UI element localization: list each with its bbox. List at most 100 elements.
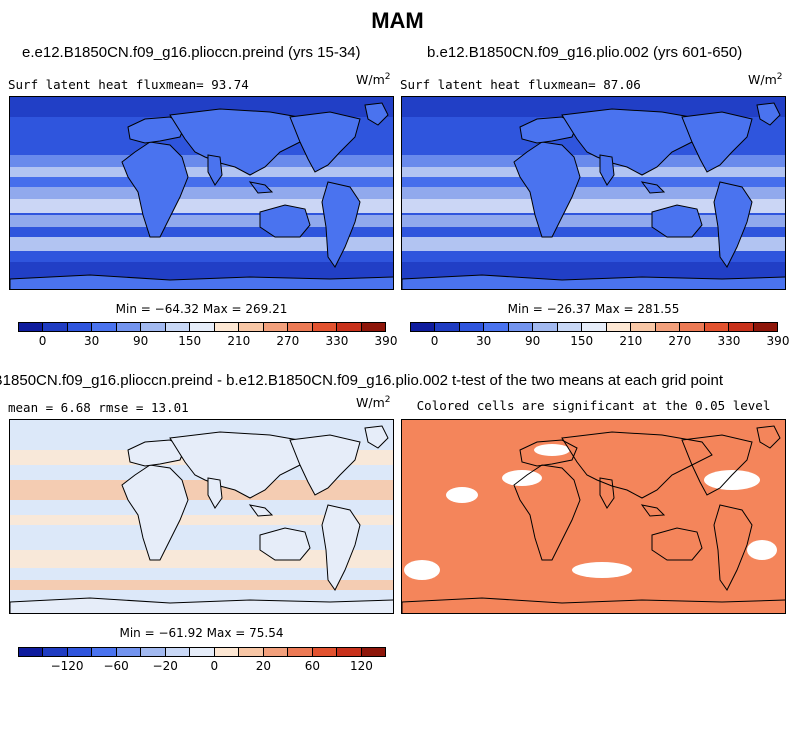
colorbar-swatch — [141, 323, 166, 331]
minmax-bottom-left: Min = −61.92 Max = 75.54 — [119, 626, 284, 640]
field-band — [10, 480, 393, 500]
colorbar-tick-label: −120 — [50, 659, 84, 673]
field-band — [402, 177, 785, 187]
continent-outline — [127, 116, 186, 144]
colorbar-swatch — [92, 323, 117, 331]
continent-outline — [321, 181, 361, 268]
continent-outline — [599, 154, 615, 186]
field-band — [402, 237, 785, 251]
continent-outline — [289, 434, 361, 496]
units-label-top-right: W/m2 — [748, 72, 783, 88]
colorbar-tick-label: 0 — [430, 334, 439, 348]
field-band — [10, 167, 393, 177]
continent-outline — [127, 439, 186, 467]
colorbar-top-right — [410, 322, 778, 332]
colorbar-swatch — [680, 323, 705, 331]
colorbar-swatch — [43, 323, 68, 331]
minmax-top-left: Min = −64.32 Max = 269.21 — [115, 302, 288, 316]
colorbar-tick-label: 330 — [325, 334, 349, 348]
insignificant-region — [704, 470, 760, 490]
continent-outline — [519, 439, 578, 467]
colorbar-swatch — [214, 648, 240, 656]
panel-subtitle-bottom-right: Colored cells are significant at the 0.0… — [416, 398, 771, 413]
colorbar-swatch — [19, 648, 44, 656]
map-svg — [10, 97, 393, 289]
field-band — [402, 155, 785, 167]
colorbar-swatch — [67, 323, 93, 331]
colorbar-tick-label: 270 — [276, 334, 300, 348]
field-band — [402, 187, 785, 199]
continent-outline — [248, 181, 274, 194]
colorbar-tick-label: 270 — [668, 334, 692, 348]
colorbar-swatch — [337, 323, 362, 331]
colorbar-swatch — [214, 323, 240, 331]
continent-outline — [513, 464, 581, 561]
colorbar-tick-label: 20 — [255, 659, 271, 673]
colorbar-tick-label: 390 — [766, 334, 790, 348]
colorbar-tick-label: 30 — [83, 334, 100, 348]
panel-subtitle-top-left: Surf latent heat fluxmean= 93.74 — [8, 77, 249, 92]
continent-outline — [169, 431, 321, 499]
colorbar-tick-label: 210 — [227, 334, 251, 348]
colorbar-swatch — [312, 323, 338, 331]
continent-outline — [10, 274, 393, 289]
colorbar-ticks-top-right: 0 30 90 150 210 270 330 390 — [410, 334, 790, 350]
colorbar-swatch — [239, 323, 264, 331]
units-label-bottom-left: W/m2 — [356, 395, 391, 411]
colorbar-top-left — [18, 322, 386, 332]
colorbar-swatch — [288, 648, 313, 656]
colorbar-tick-label: 210 — [619, 334, 643, 348]
panel-title-top-left: e.e12.B1850CN.f09_g16.plioccn.preind (yr… — [22, 44, 361, 61]
colorbar-swatch — [165, 323, 191, 331]
continent-outline — [321, 504, 361, 591]
colorbar-swatch — [361, 323, 386, 331]
field-band — [402, 167, 785, 177]
continent-outline — [713, 504, 753, 591]
continent-outline — [121, 464, 189, 561]
continent-outline — [10, 597, 393, 613]
continent-outline — [364, 102, 389, 126]
panel-subtitle-top-right: Surf latent heat fluxmean= 87.06 — [400, 77, 641, 92]
colorbar-tick-label: 120 — [350, 659, 373, 673]
continent-outline — [289, 111, 361, 173]
colorbar-ticks-top-left: 0 30 90 150 210 270 330 390 — [18, 334, 398, 350]
heatmap-bottom-left — [9, 419, 394, 614]
continent-outline — [364, 425, 389, 449]
panel-title-top-right: b.e12.B1850CN.f09_g16.plio.002 (yrs 601-… — [427, 44, 743, 61]
continent-outline — [713, 181, 753, 268]
continent-outline — [651, 527, 703, 561]
continent-outline — [248, 504, 274, 517]
continent-outline — [561, 431, 713, 499]
colorbar-swatch — [312, 648, 338, 656]
colorbar-tick-label: 30 — [475, 334, 492, 348]
colorbar-swatch — [361, 648, 386, 656]
colorbar-swatch — [753, 323, 778, 331]
panel-title-bottom-left: B1850CN.f09_g16.plioccn.preind - b.e12.B… — [0, 372, 448, 389]
field-band — [10, 515, 393, 525]
continent-outline — [756, 425, 781, 449]
heatmap-top-left — [9, 96, 394, 290]
field-band — [402, 97, 785, 117]
colorbar-tick-label: 0 — [38, 334, 47, 348]
colorbar-swatch — [337, 648, 362, 656]
continent-outline — [259, 527, 311, 561]
insignificant-region — [534, 444, 570, 456]
colorbar-swatch — [459, 323, 485, 331]
continent-outline — [207, 477, 223, 509]
colorbar-tick-label: 330 — [717, 334, 741, 348]
colorbar-tick-label: 60 — [304, 659, 321, 673]
colorbar-tick-label: 90 — [133, 334, 149, 348]
colorbar-swatch — [508, 323, 534, 331]
continent-outline — [519, 116, 578, 144]
colorbar-tick-label: 150 — [178, 334, 202, 348]
continent-outline — [207, 154, 223, 186]
heatmap-bottom-right — [401, 419, 786, 614]
map-svg — [402, 420, 785, 613]
colorbar-ticks-bottom-left: −120 −60 −20 0 20 60 120 — [18, 659, 386, 675]
continent-outline — [599, 477, 615, 509]
colorbar-swatch — [729, 323, 754, 331]
colorbar-swatch — [263, 648, 289, 656]
colorbar-tick-label: 90 — [525, 334, 541, 348]
colorbar-swatch — [116, 648, 142, 656]
continent-outline — [513, 141, 581, 238]
